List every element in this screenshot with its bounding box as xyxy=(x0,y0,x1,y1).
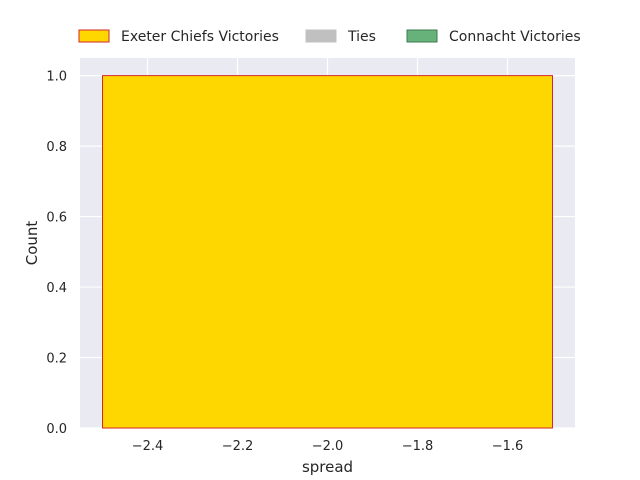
legend-label-0: Exeter Chiefs Victories xyxy=(121,29,279,45)
x-tick-label-1: −2.2 xyxy=(222,439,254,454)
bar-series-0-0 xyxy=(102,75,553,429)
y-axis-label: Count xyxy=(23,221,41,266)
y-tick-label-2: 0.4 xyxy=(46,281,67,296)
legend-swatch-1 xyxy=(305,29,337,43)
y-tick-label-1: 0.2 xyxy=(46,352,67,367)
legend-swatch-0 xyxy=(78,29,110,43)
bars xyxy=(102,75,553,429)
x-tick-label-0: −2.4 xyxy=(132,439,164,454)
y-tick-label-3: 0.6 xyxy=(46,211,67,226)
x-axis-ticks: −2.4 −2.2 −2.0 −1.8 −1.6 xyxy=(132,439,524,454)
y-tick-label-0: 0.0 xyxy=(46,422,67,437)
x-tick-label-2: −2.0 xyxy=(312,439,344,454)
y-axis-ticks: 0.0 0.2 0.4 0.6 0.8 1.0 xyxy=(46,70,67,437)
legend: Exeter Chiefs Victories Ties Connacht Vict… xyxy=(78,29,581,45)
legend-label-1: Ties xyxy=(347,29,376,45)
legend-swatch-2 xyxy=(406,29,438,43)
x-tick-label-4: −1.6 xyxy=(492,439,524,454)
legend-label-2: Connacht Victories xyxy=(449,29,581,45)
x-axis-label: spread xyxy=(302,458,353,476)
y-tick-label-5: 1.0 xyxy=(46,70,67,85)
x-tick-label-3: −1.8 xyxy=(402,439,434,454)
y-tick-label-4: 0.8 xyxy=(46,140,67,155)
